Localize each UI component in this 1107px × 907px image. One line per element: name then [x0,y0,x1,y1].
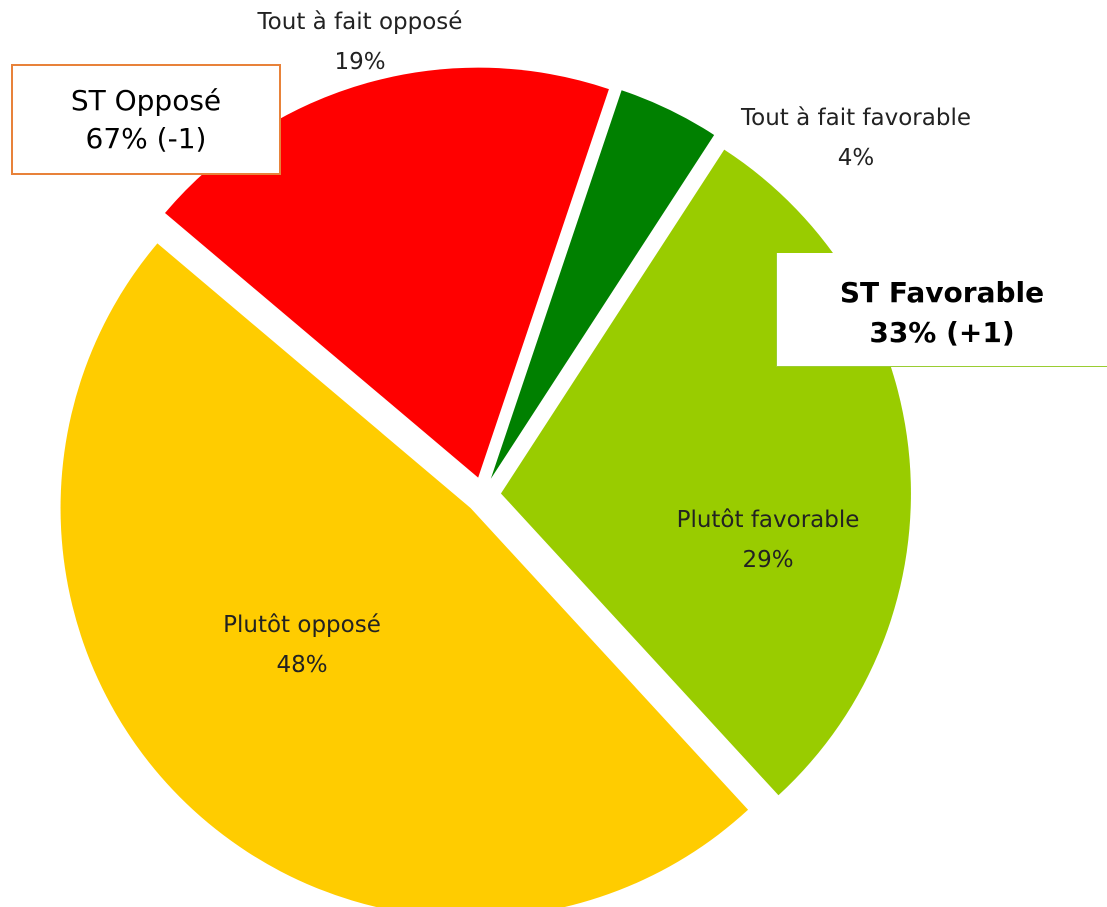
slice-label-1: Plutôt opposé [223,612,381,638]
callout-st-favorable-value: 33% (+1) [869,316,1015,349]
pie-slices [60,67,911,907]
slice-label-0: Plutôt favorable [677,507,860,533]
slice-label-2: Tout à fait opposé [257,9,463,35]
slice-value-1: 48% [276,652,327,678]
pie-slice-3 [490,90,715,479]
callout-st-favorable-title: ST Favorable [839,276,1045,309]
slice-value-3: 4% [838,145,875,171]
callout-st-oppose-value: 67% (-1) [85,122,207,155]
callout-st-oppose-title: ST Opposé [70,84,222,117]
callout-st-oppose: ST Opposé 67% (-1) [11,64,281,175]
slice-value-2: 19% [334,49,385,75]
slice-value-0: 29% [742,547,793,573]
slice-label-3: Tout à fait favorable [740,105,971,131]
pie-labels: Plutôt favorable 29% Plutôt opposé 48% Tout … [223,9,971,678]
pie-slice-1 [60,243,749,907]
callout-st-favorable: ST Favorable 33% (+1) [776,253,1107,367]
